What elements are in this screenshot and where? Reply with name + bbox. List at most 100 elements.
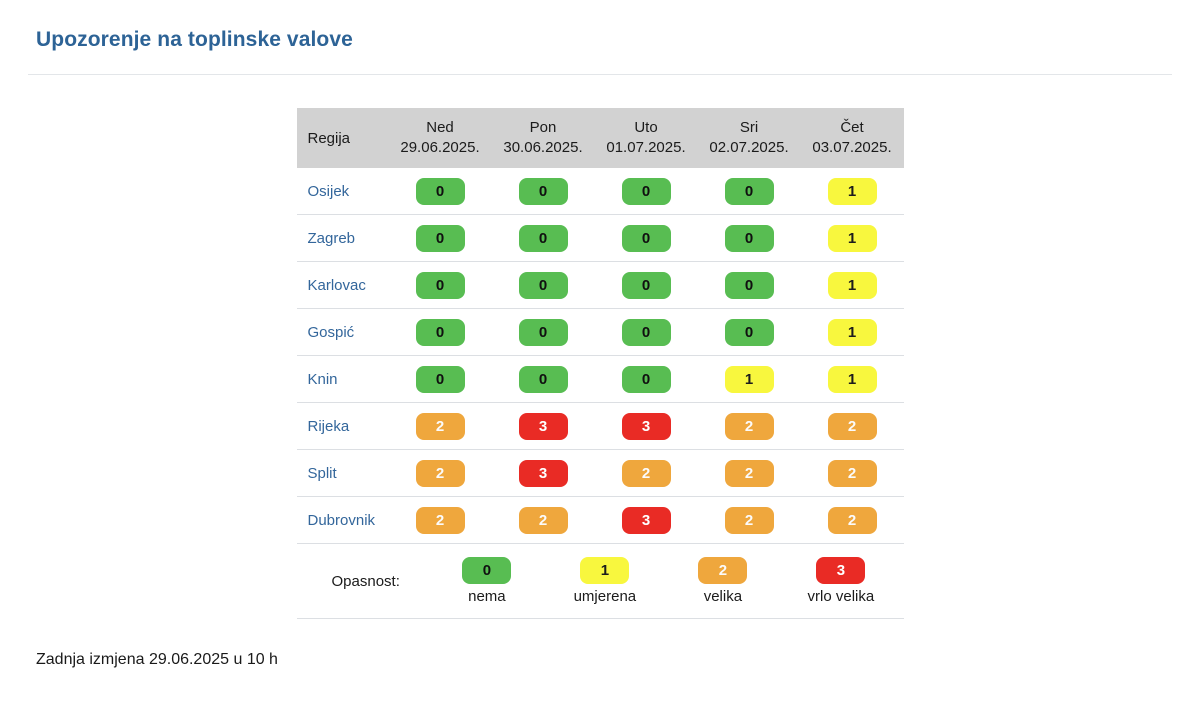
warning-level-badge: 0 bbox=[518, 318, 568, 346]
legend-label: Opasnost: bbox=[331, 572, 400, 590]
value-cell: 3 bbox=[595, 506, 698, 534]
day-name: Ned bbox=[426, 119, 454, 136]
value-cell: 0 bbox=[389, 318, 492, 346]
warning-level-badge: 0 bbox=[415, 271, 465, 299]
warning-level-badge: 3 bbox=[621, 506, 671, 534]
warning-level-badge: 1 bbox=[827, 224, 877, 252]
table-row: Karlovac 0 0 0 0 1 bbox=[296, 262, 904, 309]
value-cell: 2 bbox=[698, 506, 801, 534]
day-date: 30.06.2025. bbox=[503, 139, 583, 156]
legend-level-label: vrlo velika bbox=[807, 588, 875, 605]
warning-level-badge: 3 bbox=[518, 412, 568, 440]
value-cell: 2 bbox=[698, 459, 801, 487]
column-header-day: Pon 30.06.2025. bbox=[492, 108, 595, 168]
warning-level-badge: 0 bbox=[621, 365, 671, 393]
value-cell: 0 bbox=[389, 224, 492, 252]
value-cell: 0 bbox=[698, 224, 801, 252]
table-body: Osijek 0 0 0 0 1 Zagreb 0 0 0 0 1 Karlovac 0 0 0 0 1 Gospi… bbox=[296, 168, 904, 544]
value-cell: 0 bbox=[492, 318, 595, 346]
region-link[interactable]: Split bbox=[307, 464, 337, 482]
region-link[interactable]: Knin bbox=[307, 370, 338, 388]
value-cell: 2 bbox=[389, 459, 492, 487]
warning-level-badge: 0 bbox=[415, 224, 465, 252]
legend-level-label: velika bbox=[703, 588, 743, 605]
legend-level-badge: 1 bbox=[580, 557, 630, 584]
day-date: 01.07.2025. bbox=[606, 139, 686, 156]
day-date: 29.06.2025. bbox=[400, 139, 480, 156]
region-cell: Split bbox=[297, 465, 389, 482]
warning-level-badge: 3 bbox=[621, 412, 671, 440]
warning-level-badge: 0 bbox=[415, 365, 465, 393]
value-cell: 0 bbox=[595, 177, 698, 205]
value-cell: 1 bbox=[698, 365, 801, 393]
warning-level-badge: 0 bbox=[415, 318, 465, 346]
warning-level-badge: 0 bbox=[621, 318, 671, 346]
value-cell: 0 bbox=[595, 365, 698, 393]
title-divider bbox=[28, 74, 1172, 75]
warning-level-badge: 0 bbox=[724, 224, 774, 252]
value-cell: 1 bbox=[801, 365, 904, 393]
day-name: Pon bbox=[529, 119, 557, 136]
table-row: Rijeka 2 3 3 2 2 bbox=[296, 403, 904, 450]
table-row: Dubrovnik 2 2 3 2 2 bbox=[296, 497, 904, 544]
table-row: Osijek 0 0 0 0 1 bbox=[296, 168, 904, 215]
region-link[interactable]: Zagreb bbox=[307, 229, 356, 247]
warning-level-badge: 3 bbox=[518, 459, 568, 487]
value-cell: 2 bbox=[389, 506, 492, 534]
column-header-day: Sri 02.07.2025. bbox=[698, 108, 801, 168]
warning-level-badge: 2 bbox=[415, 459, 465, 487]
value-cell: 2 bbox=[492, 506, 595, 534]
value-cell: 0 bbox=[492, 271, 595, 299]
value-cell: 0 bbox=[492, 177, 595, 205]
table-row: Gospić 0 0 0 0 1 bbox=[296, 309, 904, 356]
warning-level-badge: 1 bbox=[827, 271, 877, 299]
warning-level-badge: 2 bbox=[415, 506, 465, 534]
warning-level-badge: 0 bbox=[415, 177, 465, 205]
column-header-day: Čet 03.07.2025. bbox=[801, 108, 904, 168]
day-name: Čet bbox=[840, 119, 864, 136]
warning-level-badge: 0 bbox=[518, 271, 568, 299]
page-title: Upozorenje na toplinske valove bbox=[36, 28, 353, 51]
region-cell: Dubrovnik bbox=[297, 512, 389, 529]
region-link[interactable]: Rijeka bbox=[307, 417, 350, 435]
day-date: 03.07.2025. bbox=[812, 139, 892, 156]
legend-level-badge: 0 bbox=[462, 557, 512, 584]
warning-level-badge: 1 bbox=[827, 365, 877, 393]
legend-level-badge: 2 bbox=[698, 557, 748, 584]
region-cell: Zagreb bbox=[297, 230, 389, 247]
value-cell: 2 bbox=[801, 459, 904, 487]
value-cell: 2 bbox=[595, 459, 698, 487]
region-cell: Karlovac bbox=[297, 277, 389, 294]
value-cell: 2 bbox=[698, 412, 801, 440]
warning-level-badge: 2 bbox=[827, 412, 877, 440]
value-cell: 0 bbox=[698, 318, 801, 346]
warning-level-badge: 2 bbox=[415, 412, 465, 440]
value-cell: 3 bbox=[492, 459, 595, 487]
warning-level-badge: 2 bbox=[724, 412, 774, 440]
warning-level-badge: 2 bbox=[518, 506, 568, 534]
warning-level-badge: 0 bbox=[621, 177, 671, 205]
region-cell: Knin bbox=[297, 371, 389, 388]
warning-level-badge: 0 bbox=[724, 177, 774, 205]
region-link[interactable]: Karlovac bbox=[307, 276, 366, 294]
region-link[interactable]: Dubrovnik bbox=[307, 511, 376, 529]
value-cell: 2 bbox=[801, 506, 904, 534]
legend-item: 2 velika bbox=[664, 557, 782, 605]
region-link[interactable]: Osijek bbox=[307, 182, 350, 200]
warning-level-badge: 0 bbox=[518, 224, 568, 252]
warning-level-badge: 2 bbox=[827, 459, 877, 487]
legend-level-label: umjerena bbox=[573, 588, 637, 605]
value-cell: 0 bbox=[698, 177, 801, 205]
region-link[interactable]: Gospić bbox=[307, 323, 355, 341]
legend-item: 1 umjerena bbox=[546, 557, 664, 605]
value-cell: 0 bbox=[595, 271, 698, 299]
table-header-row: Regija Ned 29.06.2025. Pon 30.06.2025. Uto 01… bbox=[296, 108, 904, 168]
warning-level-badge: 1 bbox=[827, 318, 877, 346]
value-cell: 0 bbox=[389, 365, 492, 393]
value-cell: 3 bbox=[595, 412, 698, 440]
legend-item: 0 nema bbox=[428, 557, 546, 605]
value-cell: 0 bbox=[389, 177, 492, 205]
table-row: Knin 0 0 0 1 1 bbox=[296, 356, 904, 403]
legend-level-badge: 3 bbox=[816, 557, 866, 584]
region-cell: Gospić bbox=[297, 324, 389, 341]
